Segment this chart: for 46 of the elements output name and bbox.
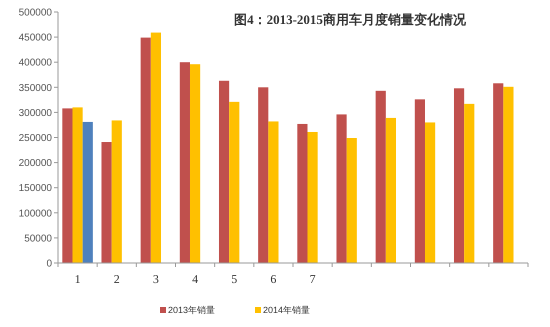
y-tick-label: 150000 xyxy=(18,183,52,194)
bar xyxy=(150,32,162,263)
y-tick-label: 350000 xyxy=(18,82,52,94)
bar xyxy=(82,122,93,263)
x-tick-label: 3 xyxy=(152,272,159,286)
bar xyxy=(72,107,83,263)
bar xyxy=(101,142,112,263)
y-tick-label: 400000 xyxy=(18,58,52,69)
bar xyxy=(297,124,308,263)
bar xyxy=(493,83,504,263)
bar xyxy=(140,38,151,263)
legend-label: 2013年销量 xyxy=(168,305,216,315)
bar xyxy=(180,62,190,263)
bar xyxy=(62,108,72,263)
bar xyxy=(268,121,279,263)
bar xyxy=(218,80,230,263)
x-tick-label: 7 xyxy=(310,272,316,286)
x-tick-label: 1 xyxy=(74,272,81,286)
bar xyxy=(464,104,474,263)
bar xyxy=(258,87,268,263)
bar xyxy=(336,114,347,263)
chart-title: 图4：2013-2015商用车月度销量变化情况 xyxy=(234,12,467,27)
y-tick-label: 500000 xyxy=(18,8,52,18)
bar xyxy=(414,99,425,263)
y-tick-label: 450000 xyxy=(18,32,52,44)
x-tick-label: 5 xyxy=(231,272,238,286)
bar xyxy=(229,102,240,263)
x-tick-label: 2 xyxy=(114,272,120,286)
bar xyxy=(386,118,396,263)
bar xyxy=(190,64,200,263)
y-tick-label: 200000 xyxy=(18,158,52,170)
bar xyxy=(112,120,122,263)
bar xyxy=(503,86,514,263)
bar xyxy=(346,138,357,263)
y-tick-label: 250000 xyxy=(18,133,52,144)
x-tick-label: 4 xyxy=(192,272,198,286)
x-tick-label: 6 xyxy=(270,272,276,286)
bar xyxy=(424,122,436,263)
y-tick-label: 100000 xyxy=(18,208,52,220)
y-tick-label: 300000 xyxy=(18,108,52,119)
bar xyxy=(376,90,386,263)
legend-label: 2014年销量 xyxy=(263,305,310,315)
y-tick-label: 0 xyxy=(46,258,52,270)
y-tick-label: 50000 xyxy=(24,233,52,244)
bar xyxy=(454,88,464,263)
bar xyxy=(307,132,318,263)
